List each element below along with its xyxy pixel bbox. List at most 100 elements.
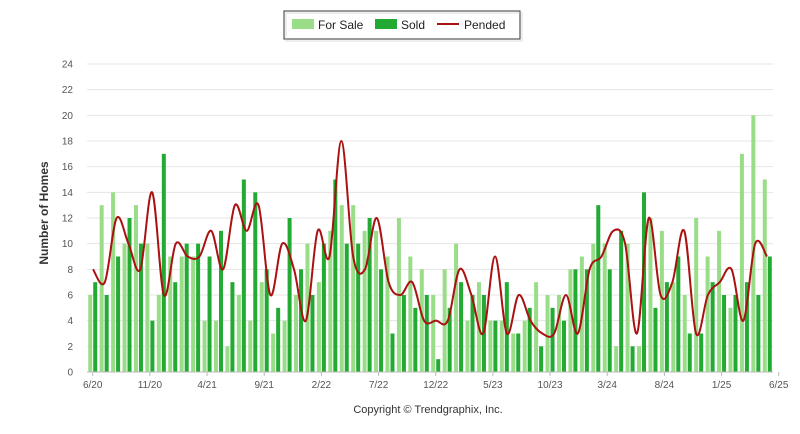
sold-bar: [299, 269, 304, 372]
sold-bar: [539, 346, 544, 372]
legend-for-sale-label: For Sale: [318, 18, 364, 32]
for-sale-bars: [88, 115, 767, 372]
sold-bar: [104, 295, 109, 372]
legend-sold-swatch: [375, 19, 397, 29]
sold-bar: [630, 346, 635, 372]
for-sale-bar: [739, 153, 744, 372]
y-tick-label: 10: [62, 239, 74, 250]
sold-bar: [356, 243, 361, 372]
for-sale-bar: [602, 243, 607, 372]
sold-bar: [218, 230, 223, 372]
sold-bar: [470, 295, 475, 372]
y-tick-label: 0: [67, 368, 73, 379]
x-tick-label: 5/23: [483, 380, 503, 391]
for-sale-bar: [762, 179, 767, 372]
sold-bar: [744, 282, 749, 372]
sold-bar: [230, 282, 235, 372]
sold-bar: [241, 179, 246, 372]
sold-bar: [390, 333, 395, 372]
for-sale-bar: [442, 269, 447, 372]
for-sale-bar: [431, 295, 436, 372]
for-sale-bar: [614, 346, 619, 372]
for-sale-bar: [179, 256, 184, 372]
for-sale-bar: [225, 346, 230, 372]
for-sale-bar: [545, 295, 550, 372]
for-sale-bar: [111, 192, 116, 372]
for-sale-bar: [328, 230, 333, 372]
x-tick-label: 6/20: [83, 380, 103, 391]
copyright-text: Copyright © Trendgraphix, Inc.: [353, 404, 502, 416]
for-sale-bar: [671, 282, 676, 372]
sold-bar: [127, 218, 132, 372]
for-sale-bar: [488, 320, 493, 372]
for-sale-bar: [511, 333, 516, 372]
for-sale-bar: [362, 230, 367, 372]
sold-bar: [733, 295, 738, 372]
pended-line: [92, 139, 768, 338]
for-sale-bar: [465, 320, 470, 372]
sold-bar: [413, 307, 418, 372]
sold-bars: [93, 153, 772, 372]
gridlines: [87, 63, 773, 347]
for-sale-bar: [88, 295, 93, 372]
for-sale-bar: [282, 320, 287, 372]
sold-bar: [367, 218, 372, 372]
for-sale-bar: [133, 205, 138, 372]
for-sale-bar: [694, 218, 699, 372]
sold-bar: [424, 295, 429, 372]
sold-bar: [321, 243, 326, 372]
sold-bar: [664, 282, 669, 372]
x-tick-label: 11/20: [138, 380, 163, 391]
for-sale-bar: [705, 256, 710, 372]
sold-bar: [436, 359, 441, 372]
for-sale-bar: [568, 269, 573, 372]
y-tick-label: 18: [62, 137, 74, 148]
y-tick-label: 6: [67, 291, 73, 302]
sold-bar: [93, 282, 98, 372]
sold-bar: [310, 295, 315, 372]
sold-bar: [401, 295, 406, 372]
x-tick-label: 2/22: [312, 380, 332, 391]
sold-bar: [550, 307, 555, 372]
x-tick-label: 3/24: [597, 380, 617, 391]
x-tick-label: 6/25: [769, 380, 789, 391]
sold-bar: [161, 153, 166, 372]
legend-sold-label: Sold: [401, 18, 425, 32]
for-sale-bar: [99, 205, 104, 372]
x-tick-label: 7/22: [369, 380, 389, 391]
legend: For Sale Sold Pended: [283, 10, 523, 42]
sold-bar: [653, 307, 658, 372]
sold-bar: [561, 320, 566, 372]
for-sale-bar: [751, 115, 756, 372]
y-tick-label: 24: [62, 60, 74, 71]
sold-bar: [173, 282, 178, 372]
for-sale-bar: [717, 230, 722, 372]
x-tick-label: 12/22: [423, 380, 448, 391]
y-tick-label: 22: [62, 85, 74, 96]
sold-bar: [184, 243, 189, 372]
for-sale-bar: [191, 256, 196, 372]
for-sale-bar: [351, 205, 356, 372]
for-sale-bar: [682, 295, 687, 372]
sold-bar: [573, 269, 578, 372]
for-sale-bar: [648, 218, 653, 372]
sold-bar: [607, 269, 612, 372]
for-sale-bar: [122, 243, 127, 372]
sold-bar: [150, 320, 155, 372]
for-sale-bar: [454, 243, 459, 372]
y-tick-label: 8: [67, 265, 73, 276]
x-tick-label: 9/21: [254, 380, 274, 391]
for-sale-bar: [728, 307, 733, 372]
sold-bar: [699, 333, 704, 372]
for-sale-bar: [202, 320, 207, 372]
sold-bar: [527, 307, 532, 372]
sold-bar: [459, 282, 464, 372]
sold-bar: [379, 269, 384, 372]
sold-bar: [447, 307, 452, 372]
sold-bar: [287, 218, 292, 372]
sold-bar: [584, 269, 589, 372]
sold-bar: [138, 243, 143, 372]
for-sale-bar: [625, 243, 630, 372]
sold-bar: [756, 295, 761, 372]
